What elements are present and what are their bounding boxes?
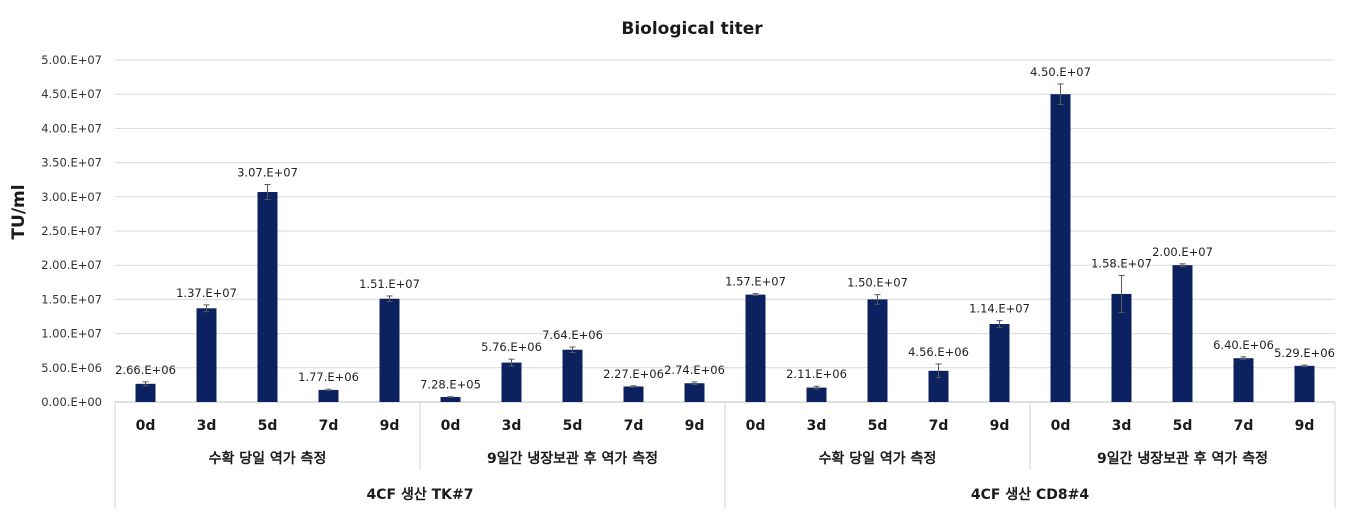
y-tick-label: 1.00.E+07 (41, 327, 102, 341)
data-label: 1.57.E+07 (725, 275, 786, 289)
bar (1234, 358, 1254, 402)
bar (746, 295, 766, 402)
x-tick-label: 0d (746, 418, 766, 434)
data-label: 7.64.E+06 (542, 328, 603, 342)
y-tick-label: 2.50.E+07 (41, 224, 102, 238)
data-label: 4.56.E+06 (908, 345, 969, 359)
data-label: 1.14.E+07 (969, 302, 1030, 316)
bar (1173, 265, 1193, 402)
data-label: 6.40.E+06 (1213, 338, 1274, 352)
x-tick-label: 5d (1173, 418, 1193, 434)
x-tick-label: 0d (1051, 418, 1071, 434)
x-tick-label: 5d (258, 418, 278, 434)
x-tick-label: 0d (441, 418, 461, 434)
data-label: 1.51.E+07 (359, 277, 420, 291)
y-tick-label: 4.00.E+07 (41, 121, 102, 135)
data-label: 1.50.E+07 (847, 276, 908, 290)
data-label: 1.58.E+07 (1091, 256, 1152, 270)
y-axis-ticks: 0.00.E+00 5.00.E+06 1.00.E+07 1.50.E+07 2.00… (41, 53, 102, 409)
data-label: 5.29.E+06 (1274, 346, 1335, 360)
x-tick-label: 3d (1112, 418, 1132, 434)
data-label: 5.76.E+06 (481, 340, 542, 354)
x-tick-label: 7d (929, 418, 949, 434)
y-axis-label: TU/ml (9, 184, 29, 239)
bar (990, 324, 1010, 402)
data-label: 7.28.E+05 (420, 378, 481, 392)
x-subgroup-label: 수확 당일 역가 측정 (209, 450, 327, 467)
bar (136, 384, 156, 402)
bar (197, 308, 217, 402)
bar (1051, 94, 1071, 402)
data-label: 2.00.E+07 (1152, 245, 1213, 259)
bar (868, 299, 888, 402)
y-tick-label: 5.00.E+06 (41, 361, 102, 375)
x-tick-label: 5d (563, 418, 583, 434)
y-tick-label: 1.50.E+07 (41, 292, 102, 306)
x-tick-label: 9d (990, 418, 1010, 434)
y-tick-label: 3.00.E+07 (41, 190, 102, 204)
y-tick-label: 2.00.E+07 (41, 258, 102, 272)
x-tick-label: 0d (136, 418, 156, 434)
x-tick-label: 5d (868, 418, 888, 434)
data-label: 3.07.E+07 (237, 165, 298, 179)
x-tick-label: 7d (624, 418, 644, 434)
bars: 2.66.E+06 1.37.E+07 3.07.E+07 1.77.E+06 1.51… (115, 65, 1335, 402)
data-label: 1.77.E+06 (298, 370, 359, 384)
y-tick-label: 0.00.E+00 (41, 395, 102, 409)
bar (685, 383, 705, 402)
x-tick-label: 3d (197, 418, 217, 434)
bar (502, 363, 522, 402)
gridlines (115, 60, 1335, 402)
data-label: 2.66.E+06 (115, 363, 176, 377)
x-subgroup-label: 수확 당일 역가 측정 (819, 450, 937, 467)
x-tick-label: 9d (380, 418, 400, 434)
data-label: 2.11.E+06 (786, 367, 847, 381)
x-tick-label: 9d (1295, 418, 1315, 434)
x-tick-label: 9d (685, 418, 705, 434)
x-axis: 0d 3d 5d 7d 9d 수확 당일 역가 측정 0d 3d 5d 7d 9d 9일간 냉장보관 … (115, 402, 1335, 508)
y-tick-label: 5.00.E+07 (41, 53, 102, 67)
x-subgroup-label: 9일간 냉장보관 후 역가 측정 (487, 450, 658, 467)
bar (563, 350, 583, 402)
y-tick-label: 4.50.E+07 (41, 87, 102, 101)
chart-title: Biological titer (621, 19, 763, 39)
bar (319, 390, 339, 402)
x-tick-label: 7d (1234, 418, 1254, 434)
x-tick-label: 3d (502, 418, 522, 434)
data-label: 2.74.E+06 (664, 363, 725, 377)
bar (624, 386, 644, 402)
data-label: 1.37.E+07 (176, 286, 237, 300)
bar (258, 192, 278, 402)
bar (1295, 366, 1315, 402)
x-tick-label: 3d (807, 418, 827, 434)
bar (807, 388, 827, 402)
x-subgroup-label: 9일간 냉장보관 후 역가 측정 (1097, 450, 1268, 467)
data-label: 2.27.E+06 (603, 367, 664, 381)
data-label: 4.50.E+07 (1030, 65, 1091, 79)
y-tick-label: 3.50.E+07 (41, 156, 102, 170)
x-group-label: 4CF 생산 CD8#4 (971, 486, 1089, 503)
bar (380, 299, 400, 402)
x-tick-label: 7d (319, 418, 339, 434)
x-group-label: 4CF 생산 TK#7 (367, 486, 474, 503)
